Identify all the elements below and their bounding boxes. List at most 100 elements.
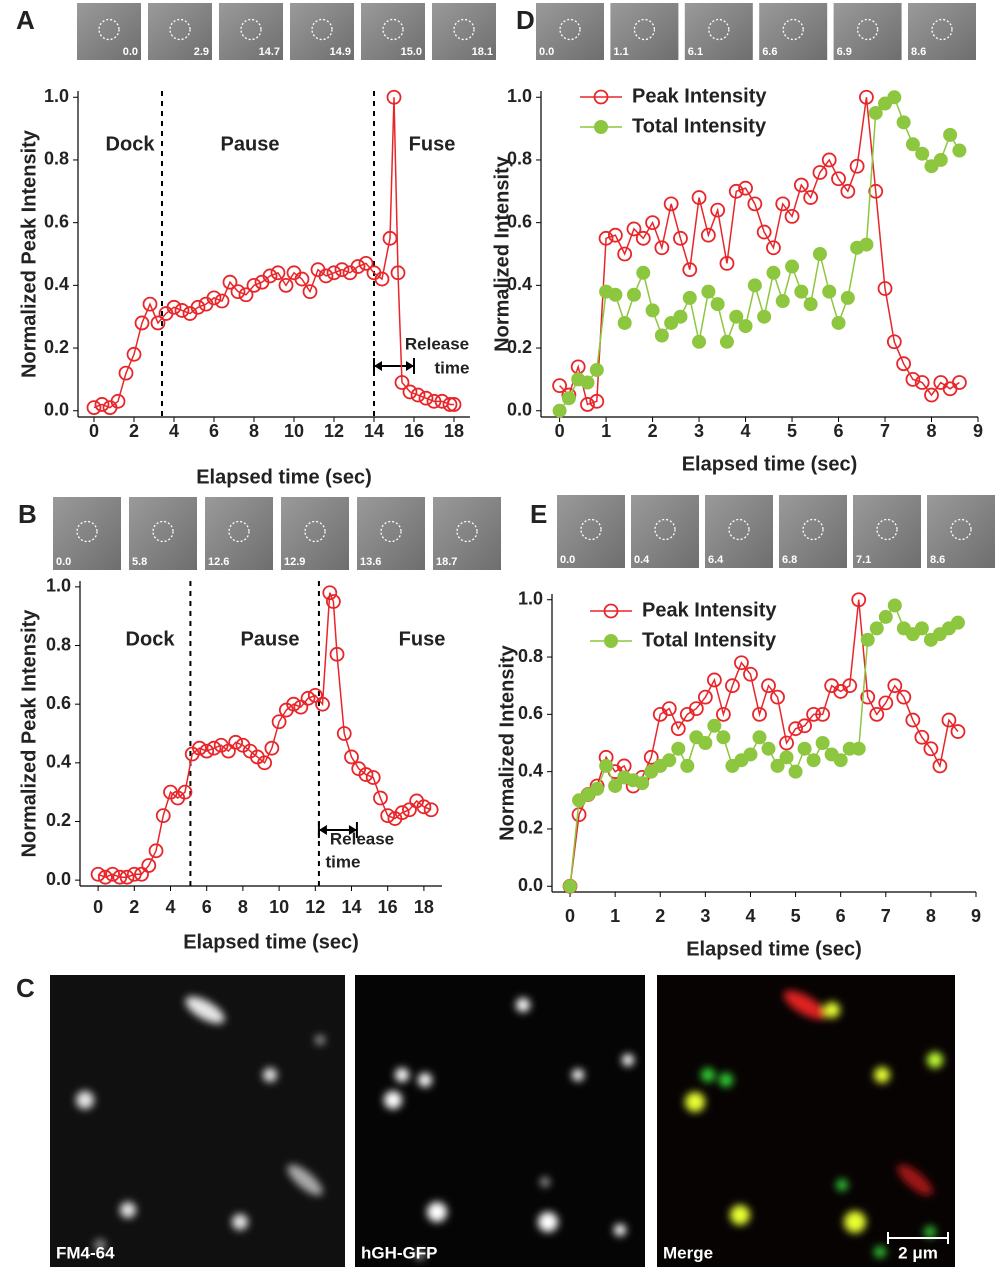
data-point bbox=[717, 731, 730, 744]
y-tick-label: 0.0 bbox=[507, 399, 532, 419]
data-point bbox=[915, 622, 928, 635]
data-point bbox=[807, 754, 820, 767]
x-tick-label: 10 bbox=[269, 897, 289, 917]
data-point bbox=[739, 320, 752, 333]
data-point bbox=[870, 622, 883, 635]
data-point bbox=[789, 765, 802, 778]
thumbnail-time: 18.7 bbox=[436, 556, 457, 568]
data-point bbox=[780, 751, 793, 764]
data-point bbox=[646, 304, 659, 317]
chart-panel: B0.05.812.612.913.618.70.00.20.40.60.81.… bbox=[18, 497, 501, 953]
data-point bbox=[636, 777, 649, 790]
data-point bbox=[711, 298, 724, 311]
data-point bbox=[581, 376, 594, 389]
thumbnail-time: 6.6 bbox=[762, 46, 777, 58]
panel-letter: A bbox=[16, 5, 35, 35]
x-tick-label: 0 bbox=[565, 906, 575, 926]
thumbnail-time: 0.0 bbox=[123, 46, 138, 58]
thumbnail-time: 14.7 bbox=[259, 46, 280, 58]
y-tick-label: 0.2 bbox=[46, 810, 71, 830]
annotation: time bbox=[326, 852, 361, 871]
y-axis-label: Normalized Intensity bbox=[496, 644, 518, 840]
x-tick-label: 0 bbox=[89, 421, 99, 441]
data-point bbox=[934, 153, 947, 166]
y-tick-label: 0.6 bbox=[46, 693, 71, 713]
thumbnail-time: 0.0 bbox=[539, 46, 554, 58]
x-tick-label: 3 bbox=[700, 906, 710, 926]
y-tick-label: 0.6 bbox=[44, 211, 69, 231]
legend-label: Total Intensity bbox=[642, 629, 777, 651]
y-tick-label: 0.8 bbox=[518, 646, 543, 666]
data-point bbox=[699, 737, 712, 750]
annotation: time bbox=[435, 358, 470, 377]
x-tick-label: 4 bbox=[745, 906, 755, 926]
data-point bbox=[708, 719, 721, 732]
x-tick-label: 10 bbox=[284, 421, 304, 441]
x-tick-label: 6 bbox=[836, 906, 846, 926]
data-point bbox=[795, 285, 808, 298]
data-point bbox=[564, 880, 577, 893]
thumbnail-time: 18.1 bbox=[472, 46, 493, 58]
y-tick-label: 1.0 bbox=[46, 576, 71, 596]
series-line bbox=[560, 97, 960, 410]
thumbnail-time: 0.0 bbox=[56, 556, 71, 568]
x-tick-label: 1 bbox=[610, 906, 620, 926]
data-point bbox=[841, 291, 854, 304]
x-tick-label: 2 bbox=[129, 897, 139, 917]
x-tick-label: 12 bbox=[324, 421, 344, 441]
thumbnail-time: 5.8 bbox=[132, 556, 147, 568]
annotation: Pause bbox=[241, 628, 300, 650]
x-tick-label: 6 bbox=[834, 421, 844, 441]
panel-letter: E bbox=[530, 499, 547, 529]
thumbnail-time: 2.9 bbox=[194, 46, 209, 58]
data-point bbox=[861, 633, 874, 646]
image-label: FM4-64 bbox=[56, 1243, 115, 1262]
y-axis-label: Normalized Intensity bbox=[491, 155, 513, 351]
annotation: Fuse bbox=[399, 628, 446, 650]
x-axis-label: Elapsed time (sec) bbox=[183, 931, 359, 953]
data-point bbox=[663, 754, 676, 767]
data-point bbox=[681, 759, 694, 772]
y-tick-label: 1.0 bbox=[44, 86, 69, 106]
data-point bbox=[879, 610, 892, 623]
y-axis-label: Normalized Peak Intensity bbox=[18, 609, 40, 858]
data-point bbox=[888, 91, 901, 104]
x-tick-label: 2 bbox=[129, 421, 139, 441]
image-gfp: hGH-GFP bbox=[355, 975, 645, 1267]
panel-letter: B bbox=[18, 499, 37, 529]
data-point bbox=[823, 285, 836, 298]
thumbnail-time: 15.0 bbox=[401, 46, 422, 58]
thumbnail-time: 6.8 bbox=[782, 554, 797, 566]
y-tick-label: 0.8 bbox=[46, 634, 71, 654]
panel-letter: C bbox=[16, 973, 35, 1003]
x-tick-label: 3 bbox=[694, 421, 704, 441]
data-point bbox=[813, 248, 826, 261]
x-tick-label: 6 bbox=[202, 897, 212, 917]
data-point bbox=[562, 392, 575, 405]
thumbnail-time: 6.4 bbox=[708, 554, 724, 566]
data-point bbox=[897, 116, 910, 129]
thumbnail-time: 7.1 bbox=[856, 554, 871, 566]
x-tick-label: 16 bbox=[378, 897, 398, 917]
data-point bbox=[744, 748, 757, 761]
data-point bbox=[720, 335, 733, 348]
annotation: Dock bbox=[126, 628, 176, 650]
x-tick-label: 9 bbox=[971, 906, 981, 926]
x-tick-label: 9 bbox=[973, 421, 983, 441]
legend-marker bbox=[605, 635, 618, 648]
data-point bbox=[832, 316, 845, 329]
x-tick-label: 8 bbox=[249, 421, 259, 441]
y-tick-label: 1.0 bbox=[507, 86, 532, 106]
thumbnail-time: 1.1 bbox=[613, 46, 628, 58]
x-tick-label: 18 bbox=[444, 421, 464, 441]
thumbnail-time: 8.6 bbox=[930, 554, 945, 566]
data-point bbox=[753, 731, 766, 744]
thumbnail-time: 6.1 bbox=[688, 46, 703, 58]
y-tick-label: 0.0 bbox=[518, 875, 543, 895]
x-tick-label: 4 bbox=[169, 421, 179, 441]
x-tick-label: 5 bbox=[791, 906, 801, 926]
x-tick-label: 14 bbox=[364, 421, 384, 441]
x-axis-label: Elapsed time (sec) bbox=[682, 453, 858, 475]
y-tick-label: 0.4 bbox=[518, 760, 543, 780]
